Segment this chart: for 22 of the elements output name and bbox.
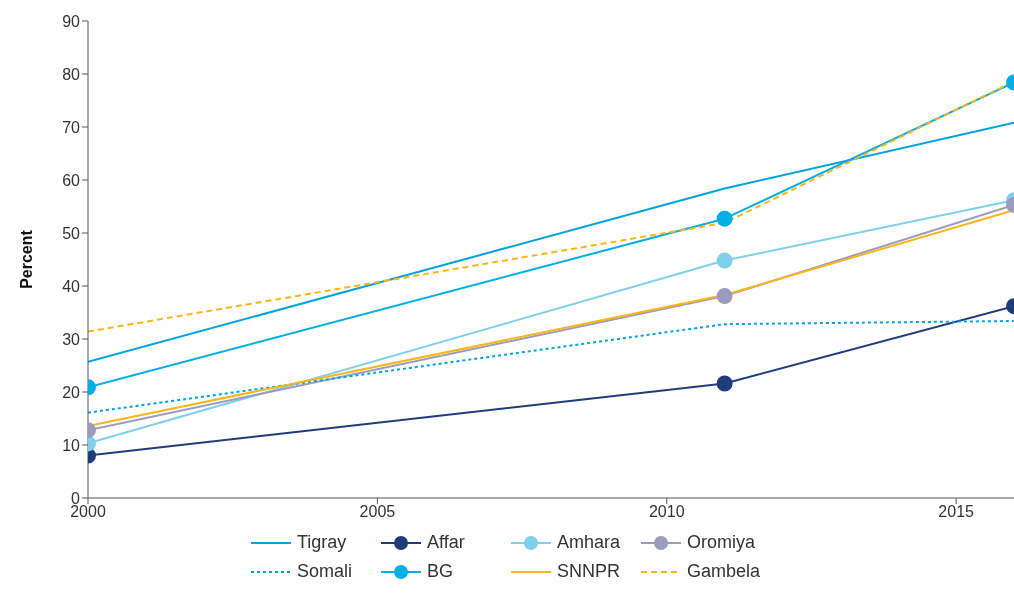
legend-label: Amhara — [557, 532, 621, 553]
legend-label: Gambela — [687, 561, 761, 582]
y-tick-label: 70 — [62, 118, 81, 136]
x-tick-label: 2000 — [70, 503, 106, 521]
y-tick-label: 50 — [62, 224, 81, 242]
y-tick-label: 30 — [62, 330, 81, 348]
legend-label: SNNPR — [557, 561, 621, 582]
legend-label: Tigray — [297, 532, 347, 553]
y-tick-label: 20 — [62, 383, 81, 401]
y-tick-label: 60 — [62, 171, 81, 189]
legend-label: BG — [427, 561, 454, 582]
y-tick-label: 80 — [62, 65, 81, 83]
legend-label: Somali — [297, 561, 353, 582]
legend-label: Oromiya — [687, 532, 756, 553]
x-tick-label: 2005 — [359, 503, 396, 521]
y-tick-label: 90 — [62, 12, 81, 30]
y-tick-label: 10 — [62, 436, 81, 454]
y-tick-label: 40 — [62, 277, 81, 295]
y-axis-title: Percent — [17, 229, 35, 289]
legend-label: Affar — [427, 532, 465, 553]
x-tick-label: 2015 — [938, 503, 975, 521]
x-tick-label: 2010 — [648, 503, 685, 521]
